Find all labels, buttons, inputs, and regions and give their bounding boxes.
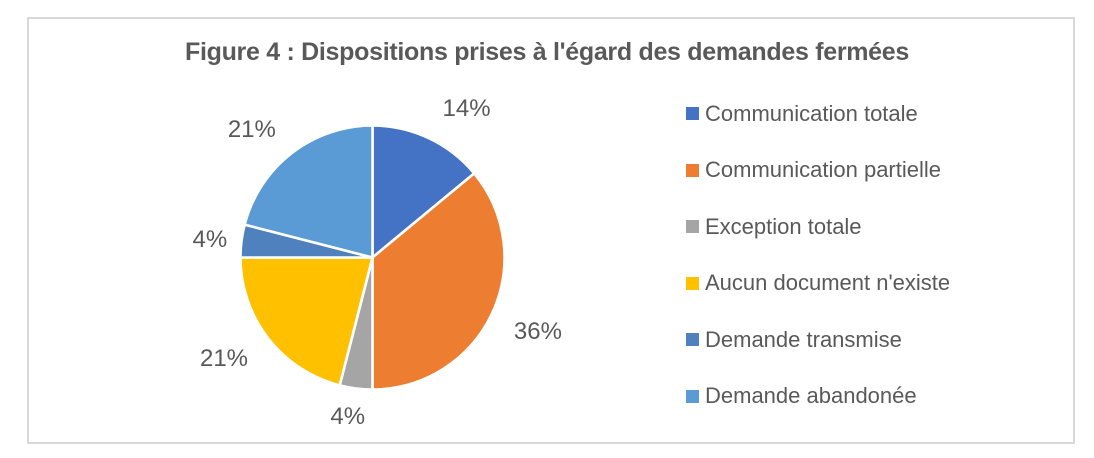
legend-swatch-2	[686, 163, 699, 177]
legend-item-1: Communication totale	[686, 101, 950, 126]
chart-legend: Communication totale Communication partie…	[686, 101, 950, 440]
legend-item-4: Aucun document n'existe	[686, 270, 951, 296]
pie-label-4: 21%	[199, 345, 249, 373]
legend-item-5: Demande transmise	[686, 327, 950, 352]
pie-label-5: 4%	[192, 225, 228, 253]
legend-item-6: Demande abandonée	[686, 383, 950, 409]
pie-slice-1	[371, 124, 476, 259]
legend-swatch-5	[686, 333, 699, 346]
pie-slice-4	[239, 256, 374, 387]
pie-label-1: 14%	[442, 95, 491, 123]
legend-label-5: Demande transmise	[705, 326, 902, 352]
legend-label-4: Aucun document n'existe	[705, 270, 951, 295]
chart-title: Figure 4 : Dispositions prises à l'égard…	[184, 38, 909, 66]
legend-swatch-6	[686, 389, 699, 403]
legend-label-2: Communication partielle	[705, 157, 941, 182]
pie-label-3: 4%	[330, 403, 366, 431]
chart-frame	[27, 17, 1075, 444]
legend-swatch-1	[686, 107, 699, 120]
pie-slice-6	[243, 124, 374, 259]
pie-label-2: 36%	[513, 317, 562, 345]
legend-item-3: Exception totale	[686, 214, 950, 239]
legend-item-2: Communication partielle	[686, 157, 950, 183]
pie-slice-2	[371, 172, 506, 391]
legend-swatch-3	[686, 220, 699, 233]
legend-label-6: Demande abandonée	[705, 383, 917, 408]
legend-swatch-4	[686, 276, 699, 290]
legend-label-1: Communication totale	[705, 100, 918, 126]
legend-label-3: Exception totale	[705, 213, 862, 239]
pie-label-6: 21%	[227, 116, 276, 143]
